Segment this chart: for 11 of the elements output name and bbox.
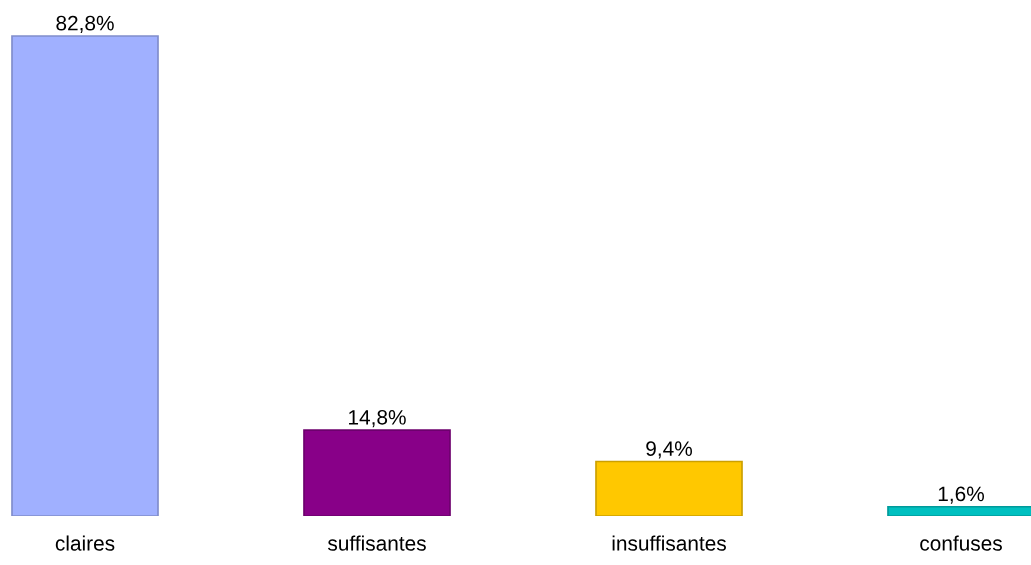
data-label: 9,4% — [646, 441, 692, 459]
bar — [595, 460, 743, 516]
bar — [303, 429, 451, 516]
x-tick-label: insuffisantes — [612, 535, 726, 551]
x-tick-label: confuses — [920, 535, 1002, 551]
data-label: 14,8% — [349, 409, 406, 428]
x-tick-label: claires — [55, 535, 115, 551]
x-tick-label: suffisantes — [327, 535, 426, 551]
bar — [11, 35, 159, 516]
data-label: 82,8% — [56, 15, 114, 33]
data-label: 1,6% — [938, 486, 984, 504]
